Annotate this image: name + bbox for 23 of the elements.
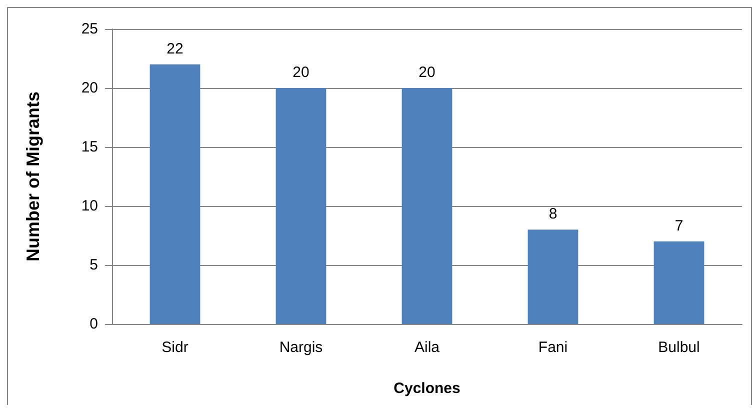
x-axis-title: Cyclones [394,380,460,397]
y-tick-label: 15 [81,138,98,156]
data-label: 22 [166,40,184,58]
bar [402,88,452,324]
data-label: 20 [292,64,310,81]
data-label: 7 [674,217,684,234]
data-label: 8 [548,206,558,223]
y-tick-label: 20 [81,80,98,96]
data-label: 20 [418,64,436,81]
x-tick-label: Bulbul [658,339,700,356]
x-tick-label: Sidr [162,339,188,356]
y-tick-label: 0 [90,316,98,332]
y-tick-label: 25 [81,20,98,38]
bar [276,88,326,324]
bar [654,241,704,324]
bar [150,64,200,324]
x-tick-label: Nargis [279,339,323,356]
y-tick-label: 5 [90,256,98,274]
y-tick-label: 10 [81,198,98,214]
x-tick-label: Fani [538,339,568,356]
x-tick-label: Aila [414,339,440,356]
bar [528,230,578,324]
y-axis-title: Number of Migrants [23,91,43,262]
